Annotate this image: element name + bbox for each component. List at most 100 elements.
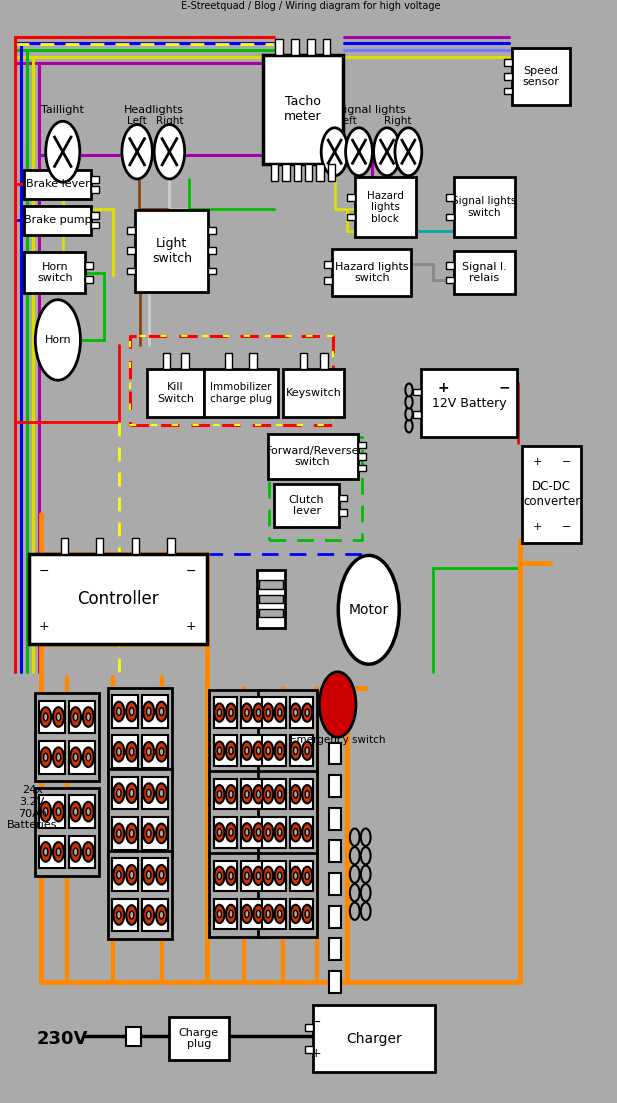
Circle shape [294, 910, 297, 918]
Bar [259, 580, 283, 589]
Circle shape [117, 790, 121, 797]
Bar [241, 817, 264, 847]
Circle shape [361, 828, 371, 846]
Bar [258, 771, 317, 855]
Circle shape [294, 828, 297, 836]
Text: −: − [499, 381, 510, 395]
Circle shape [117, 829, 121, 837]
Circle shape [291, 904, 300, 923]
Circle shape [291, 741, 300, 760]
Bar [329, 874, 341, 895]
Circle shape [146, 829, 151, 837]
Circle shape [44, 848, 48, 856]
Circle shape [405, 419, 413, 432]
Circle shape [245, 791, 249, 797]
Circle shape [302, 904, 312, 923]
Bar [446, 214, 454, 221]
Circle shape [44, 753, 48, 761]
Circle shape [405, 396, 413, 408]
Circle shape [350, 847, 360, 865]
Bar [413, 388, 421, 395]
Circle shape [40, 802, 51, 822]
Bar [91, 186, 99, 193]
Text: 230V: 230V [36, 1029, 88, 1048]
Circle shape [229, 747, 233, 754]
Bar [305, 1047, 313, 1053]
Text: Left: Left [127, 116, 147, 126]
Text: Right: Right [155, 116, 183, 126]
Circle shape [275, 704, 285, 721]
Circle shape [294, 709, 297, 716]
Text: Hazard
lights
block: Hazard lights block [366, 191, 404, 224]
Circle shape [53, 842, 64, 861]
Circle shape [159, 871, 164, 879]
Bar [209, 853, 268, 936]
Bar [290, 899, 313, 929]
Circle shape [114, 906, 125, 924]
Circle shape [35, 300, 80, 381]
Bar [329, 742, 341, 764]
Circle shape [217, 910, 222, 918]
Text: Tacho
meter: Tacho meter [284, 95, 321, 124]
Bar [241, 860, 264, 891]
Circle shape [214, 785, 225, 803]
Text: +: + [38, 620, 49, 633]
Circle shape [278, 709, 282, 716]
Circle shape [302, 741, 312, 760]
Bar [241, 779, 264, 810]
Circle shape [278, 910, 282, 918]
Text: Brake lever: Brake lever [26, 180, 89, 190]
Circle shape [159, 790, 164, 797]
Bar [329, 939, 341, 961]
Circle shape [257, 828, 260, 836]
Bar [262, 860, 286, 891]
Circle shape [40, 707, 51, 727]
Circle shape [302, 704, 312, 721]
Text: Brake pump: Brake pump [24, 215, 92, 225]
Bar [241, 899, 264, 929]
Circle shape [278, 791, 282, 797]
Bar [320, 353, 328, 370]
Bar [143, 858, 168, 891]
Circle shape [217, 872, 222, 879]
Text: −: − [561, 457, 571, 467]
Bar [413, 411, 421, 418]
Circle shape [229, 791, 233, 797]
Bar [325, 261, 332, 268]
Text: Speed
sensor: Speed sensor [522, 66, 559, 87]
Circle shape [156, 906, 167, 924]
Bar [290, 697, 313, 728]
Circle shape [114, 702, 125, 721]
Circle shape [214, 704, 225, 721]
Bar [60, 538, 68, 555]
Circle shape [146, 911, 151, 919]
Circle shape [226, 904, 236, 923]
Circle shape [143, 865, 154, 885]
Bar [263, 55, 342, 163]
Bar [355, 178, 416, 237]
Bar [283, 370, 344, 417]
Bar [329, 807, 341, 829]
Circle shape [156, 742, 167, 761]
Bar [213, 860, 237, 891]
Text: Controller: Controller [77, 590, 159, 608]
Bar [339, 495, 347, 502]
Bar [112, 858, 138, 891]
Bar [112, 899, 138, 931]
Bar [209, 268, 217, 275]
Bar [69, 836, 95, 868]
Circle shape [263, 823, 273, 842]
Bar [325, 277, 332, 283]
Text: Clutch
lever: Clutch lever [289, 494, 325, 516]
Bar [329, 971, 341, 993]
Circle shape [266, 791, 270, 797]
Bar [169, 1017, 228, 1060]
Circle shape [226, 785, 236, 803]
Circle shape [229, 828, 233, 836]
Bar [112, 817, 138, 849]
Circle shape [117, 871, 121, 879]
Circle shape [263, 704, 273, 721]
Circle shape [275, 904, 285, 923]
Text: +: + [438, 381, 450, 395]
Circle shape [70, 748, 81, 767]
